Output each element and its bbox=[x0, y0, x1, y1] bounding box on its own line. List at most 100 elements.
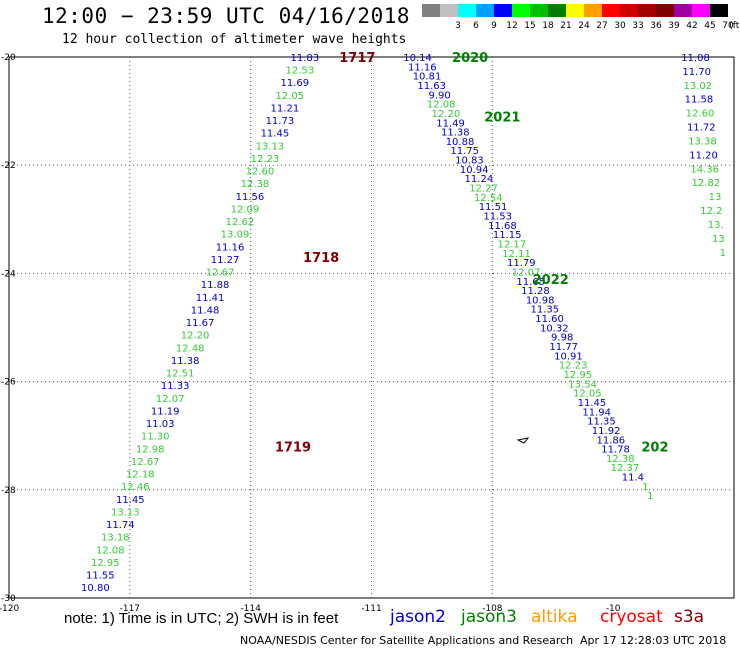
map-title: 12:00 − 23:59 UTC 04/16/2018 bbox=[42, 4, 411, 28]
island-outline bbox=[516, 437, 530, 444]
wave-height-reading: 11.55 bbox=[86, 571, 115, 582]
scale-unit-label: (ft) bbox=[729, 21, 740, 31]
latitude-tick-label: -24 bbox=[1, 269, 16, 279]
wave-height-reading: 12.37 bbox=[611, 463, 640, 474]
wave-height-reading: 13. bbox=[708, 220, 724, 231]
wave-height-reading: 12.60 bbox=[246, 167, 275, 178]
wave-height-reading: 12.38 bbox=[606, 454, 635, 465]
wave-height-reading: 11.24 bbox=[465, 174, 494, 185]
wave-height-reading: 13.02 bbox=[683, 81, 712, 92]
scale-label: 12 bbox=[506, 21, 518, 31]
wave-height-reading: 12.20 bbox=[181, 331, 210, 342]
wave-height-reading: 11.86 bbox=[597, 435, 626, 446]
wave-height-reading: 1 bbox=[647, 491, 653, 502]
longitude-tick-label: -120 bbox=[0, 604, 19, 614]
track-label: 1718 bbox=[303, 251, 339, 266]
wave-height-reading: 12.2 bbox=[700, 206, 722, 217]
wave-height-reading: 12.18 bbox=[126, 470, 155, 481]
wave-height-reading: 11.79 bbox=[507, 258, 536, 269]
wave-height-reading: 12.54 bbox=[474, 193, 503, 204]
wave-height-reading: 11.28 bbox=[521, 286, 550, 297]
longitude-tick-label: -111 bbox=[361, 604, 381, 614]
scale-label: 45 bbox=[704, 21, 716, 31]
wave-height-reading: 12.07 bbox=[156, 394, 185, 405]
wave-height-reading: 12.38 bbox=[241, 179, 270, 190]
wave-height-reading: 12.48 bbox=[176, 343, 205, 354]
wave-height-reading: 10.14 bbox=[403, 53, 432, 64]
scale-swatch bbox=[602, 4, 620, 17]
scale-swatch bbox=[512, 4, 530, 17]
generated-timestamp: Apr 17 12:28:03 UTC 2018 bbox=[580, 634, 727, 647]
wave-height-reading: 11.45 bbox=[578, 398, 607, 409]
wave-height-reading: 11.16 bbox=[216, 242, 245, 253]
wave-height-reading: 11.56 bbox=[236, 192, 265, 203]
scale-swatch bbox=[566, 4, 584, 17]
legend-s3a: s3a bbox=[674, 607, 705, 627]
wave-height-reading: 11.60 bbox=[535, 314, 564, 325]
wave-height-reading: 11.53 bbox=[483, 212, 512, 223]
wave-height-reading: 12.82 bbox=[692, 178, 721, 189]
wave-height-reading: 10.88 bbox=[446, 137, 475, 148]
scale-swatch bbox=[638, 4, 656, 17]
scale-swatch bbox=[548, 4, 566, 17]
wave-height-reading: 11.45 bbox=[116, 495, 145, 506]
wave-height-reading: 11.35 bbox=[587, 417, 616, 428]
scale-label: 42 bbox=[686, 21, 698, 31]
scale-label: 15 bbox=[524, 21, 536, 31]
wave-height-reading: 11.58 bbox=[685, 95, 714, 106]
latitude-tick-label: -26 bbox=[1, 378, 16, 388]
wave-height-reading: 12.98 bbox=[136, 444, 165, 455]
wave-height-reading: 11.21 bbox=[271, 103, 300, 114]
latitude-tick-label: -22 bbox=[1, 161, 16, 171]
wave-height-reading: 11.38 bbox=[441, 128, 470, 139]
wave-height-reading: 12.51 bbox=[166, 369, 195, 380]
wave-height-reading: 11.51 bbox=[479, 202, 508, 213]
wave-height-reading: 9.98 bbox=[551, 333, 573, 344]
wave-height-reading: 11.08 bbox=[681, 53, 710, 64]
longitude-tick-label: -114 bbox=[240, 604, 261, 614]
scale-swatch bbox=[674, 4, 692, 17]
scale-label: 30 bbox=[614, 21, 626, 31]
map-subtitle: 12 hour collection of altimeter wave hei… bbox=[62, 32, 407, 47]
wave-height-reading: 10.32 bbox=[540, 323, 569, 334]
wave-height-reading: 11.19 bbox=[151, 406, 180, 417]
scale-label: 39 bbox=[668, 21, 680, 31]
track-label: 2020 bbox=[452, 51, 488, 66]
scale-label: 21 bbox=[560, 21, 572, 31]
wave-height-reading: 12.95 bbox=[91, 558, 120, 569]
wave-height-reading: 11.38 bbox=[171, 356, 200, 367]
longitude-tick-label: -117 bbox=[120, 604, 140, 614]
track-label: 2021 bbox=[484, 111, 520, 126]
wave-height-reading: 11.16 bbox=[408, 62, 437, 73]
wave-height-reading: 11.15 bbox=[493, 230, 522, 241]
wave-height-reading: 12.08 bbox=[96, 545, 125, 556]
wave-height-reading: 13.38 bbox=[688, 136, 717, 147]
wave-height-reading: 10.98 bbox=[526, 295, 555, 306]
scale-swatch bbox=[458, 4, 476, 17]
wave-height-reading: 11.88 bbox=[201, 280, 230, 291]
track-label: 2022 bbox=[533, 273, 569, 288]
wave-height-reading: 11.75 bbox=[450, 146, 479, 157]
wave-height-reading: 11.83 bbox=[290, 53, 319, 64]
wave-height-reading: 11.27 bbox=[211, 255, 240, 266]
wave-height-reading: 1 bbox=[642, 482, 648, 493]
wave-height-reading: 10.80 bbox=[81, 583, 110, 594]
wave-height-reading: 12.20 bbox=[432, 109, 461, 120]
wave-height-reading: 11.30 bbox=[141, 432, 170, 443]
track-label: 202 bbox=[641, 441, 668, 456]
wave-height-reading: 12.67 bbox=[206, 268, 235, 279]
legend-cryosat: cryosat bbox=[600, 607, 663, 627]
wave-height-reading: 11.94 bbox=[582, 407, 611, 418]
wave-height-reading: 12.05 bbox=[276, 91, 305, 102]
wave-height-reading: 13 bbox=[712, 234, 725, 245]
scale-swatch bbox=[476, 4, 494, 17]
scale-label: 18 bbox=[542, 21, 554, 31]
wave-height-reading: 11.77 bbox=[549, 342, 578, 353]
wave-height-reading: 11.69 bbox=[281, 78, 310, 89]
wave-height-reading: 12.09 bbox=[231, 204, 260, 215]
wave-height-reading: 12.11 bbox=[502, 249, 531, 260]
wave-height-reading: 12.53 bbox=[286, 66, 315, 77]
scale-swatch bbox=[584, 4, 602, 17]
wave-height-reading: 11.73 bbox=[266, 116, 295, 127]
